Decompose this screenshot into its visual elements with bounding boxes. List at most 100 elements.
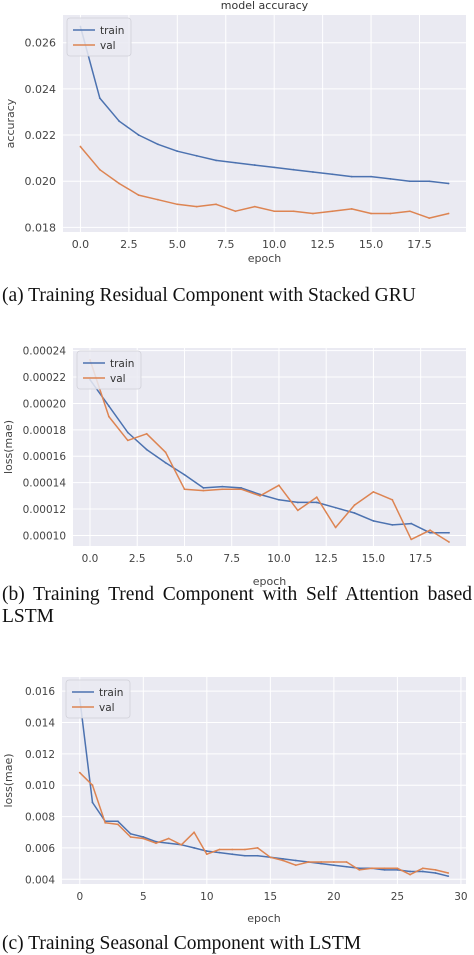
y-tick-label: 0.00022 [23,372,66,384]
data-point-val [167,837,170,840]
y-tick-label: 0.026 [25,37,57,50]
data-point-val [332,861,335,863]
data-point-val [79,145,82,148]
x-tick-label: 2.5 [120,238,138,251]
data-point-val [256,847,259,849]
data-point-train [256,854,259,857]
data-point-train [294,859,297,862]
x-tick-label: 15 [264,891,277,903]
data-point-train [370,175,372,178]
x-tick-label: 17.5 [407,238,432,251]
data-point-val [447,872,450,874]
x-tick-label: 20 [327,891,340,903]
data-point-val [292,210,295,213]
data-point-train [312,171,314,173]
data-point-train [126,431,129,434]
data-point-val [358,868,361,871]
data-point-train [176,150,179,153]
data-point-train [164,461,167,464]
data-point-train [428,180,431,183]
x-tick-label: 17.5 [409,553,432,565]
data-point-train [195,154,198,157]
data-point-val [78,771,81,774]
data-point-val [273,210,276,213]
data-point-train [221,485,224,488]
data-point-train [240,487,243,489]
data-point-val [389,212,392,215]
data-point-val [259,494,261,497]
data-point-val [98,168,101,171]
data-point-train [193,847,196,849]
chart-title: model accuracy [221,0,309,12]
data-point-train [350,175,353,178]
data-point-train [231,853,234,856]
data-point-val [202,489,205,492]
y-axis-label: loss(mae) [2,753,15,807]
data-point-val [353,504,356,506]
data-point-train [345,865,348,868]
series-line-val [79,146,449,219]
data-point-val [195,205,198,208]
data-point-val [391,498,394,501]
x-tick-label: 10 [200,891,213,903]
legend-box [66,17,132,57]
data-point-train [215,159,217,162]
data-point-val [126,439,129,442]
data-point-train [332,864,335,867]
data-point-train [142,836,145,838]
data-point-val [91,784,94,787]
x-axis-label: epoch [247,912,281,925]
x-axis-label: epoch [248,252,282,265]
data-point-val [421,867,424,870]
data-point-val [118,182,121,185]
x-tick-label: 2.5 [129,553,146,565]
data-point-train [157,143,159,146]
y-tick-label: 0.016 [25,686,55,698]
data-point-val [157,198,159,201]
data-point-train [292,168,295,171]
data-point-train [410,522,413,525]
data-point-val [145,432,148,435]
caption-a: (a) Training Residual Component with Sta… [2,285,416,306]
y-tick-label: 0.00012 [23,504,66,516]
data-point-train [447,182,450,185]
data-point-val [218,848,221,851]
x-axis-label: epoch [253,575,287,588]
legend-label-train: train [99,687,123,699]
x-tick-label: 5 [140,891,147,903]
y-tick-label: 0.014 [25,717,55,729]
data-point-val [253,205,256,208]
chart-c: 0 5 10 15 20 25 30 0.004 0.006 0.008 0.010 0.012 0.0… [2,677,468,925]
data-point-val [240,488,243,491]
data-point-val [350,208,353,210]
figure-b: 0.0 2.5 5.0 7.5 10.0 12.5 15.0 17.5 0.00010 0.000… [0,336,474,648]
y-tick-label: 0.00024 [23,346,67,358]
data-point-val [320,861,323,863]
data-point-val [244,848,246,851]
data-point-val [345,861,348,863]
data-point-val [107,415,110,418]
data-point-train [447,875,450,878]
data-point-train [116,820,119,823]
data-point-val [331,210,334,213]
data-point-val [142,837,145,840]
x-tick-label: 12.5 [314,553,337,565]
data-point-val [307,861,310,863]
data-point-train [408,180,411,183]
data-point-train [155,840,157,843]
data-point-val [180,843,183,846]
series-line-val [79,772,449,876]
data-point-val [215,203,217,206]
data-point-train [353,512,356,514]
data-point-val [294,864,297,867]
y-tick-label: 0.00018 [23,425,66,437]
data-point-val [408,210,411,213]
x-tick-label: 7.5 [217,238,235,251]
data-point-val [372,490,375,493]
series-line-train [89,379,449,534]
data-point-train [434,872,437,874]
y-axis-label: accuracy [4,98,17,148]
x-tick-label: 10.0 [267,553,290,565]
data-point-train [278,498,280,501]
legend-label-val: val [99,702,115,714]
